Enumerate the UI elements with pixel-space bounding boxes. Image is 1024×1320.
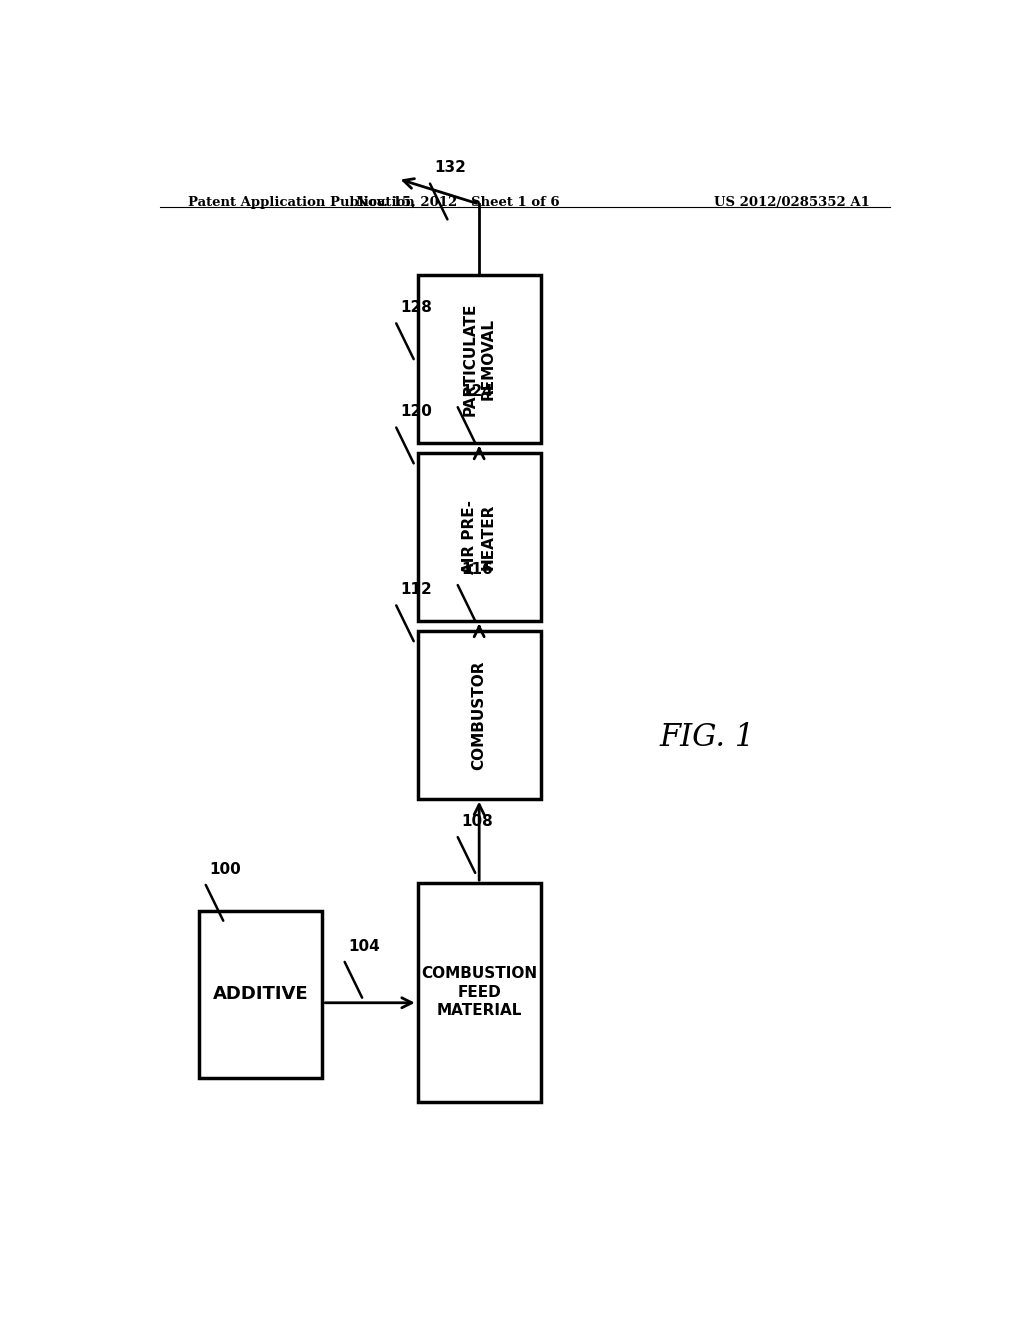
Text: AIR PRE-
HEATER: AIR PRE- HEATER (463, 500, 496, 574)
Text: 132: 132 (434, 161, 466, 176)
Bar (418, 453, 541, 620)
Text: 112: 112 (400, 582, 432, 597)
Text: 100: 100 (210, 862, 242, 876)
Text: Patent Application Publication: Patent Application Publication (187, 195, 415, 209)
Bar (200, 911, 323, 1078)
Text: 108: 108 (462, 814, 494, 829)
Text: COMBUSTOR: COMBUSTOR (472, 660, 486, 770)
Text: FIG. 1: FIG. 1 (659, 722, 755, 754)
Text: 104: 104 (348, 939, 380, 954)
Bar (418, 631, 541, 799)
Text: Nov. 15, 2012   Sheet 1 of 6: Nov. 15, 2012 Sheet 1 of 6 (355, 195, 559, 209)
Bar (418, 883, 541, 1102)
Text: 128: 128 (400, 300, 432, 315)
Text: 124: 124 (462, 384, 494, 399)
Text: US 2012/0285352 A1: US 2012/0285352 A1 (714, 195, 870, 209)
Text: 120: 120 (400, 404, 432, 420)
Text: 116: 116 (462, 562, 494, 577)
Text: ADDITIVE: ADDITIVE (213, 986, 309, 1003)
Text: PARTICULATE
REMOVAL: PARTICULATE REMOVAL (463, 302, 496, 416)
Bar (418, 276, 541, 444)
Text: COMBUSTION
FEED
MATERIAL: COMBUSTION FEED MATERIAL (421, 966, 538, 1019)
